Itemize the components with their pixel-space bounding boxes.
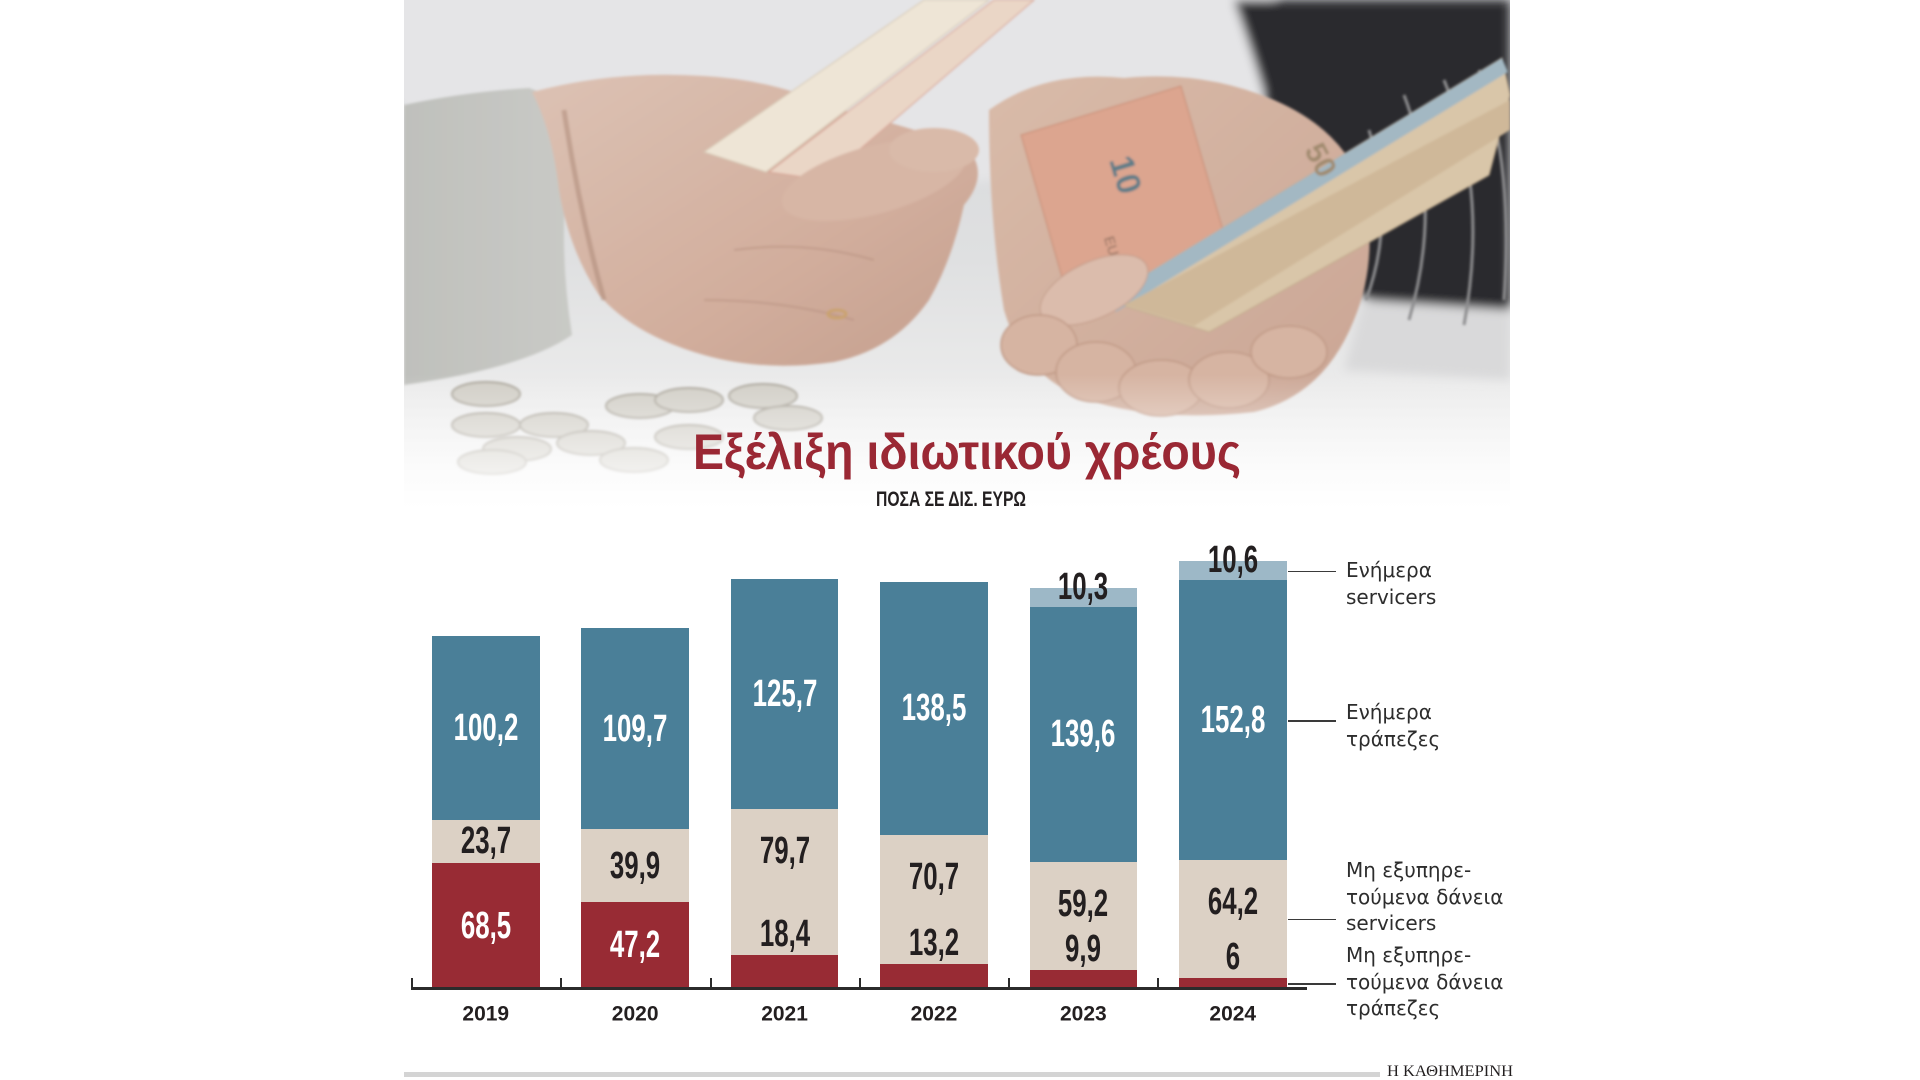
chart-subtitle: ΠΟΣΑ ΣΕ ΔΙΣ. ΕΥΡΩ: [876, 488, 1026, 511]
value-label-performing-banks: 109,7: [602, 707, 668, 750]
chart-title: Εξέλιξη ιδιωτικού χρέους: [693, 424, 1241, 480]
segment-npl-banks: [730, 954, 839, 989]
value-label-npl-servicers: 39,9: [609, 844, 661, 887]
value-label-performing-servicers: 10,6: [1207, 539, 1258, 581]
segment-performing-banks: [581, 628, 689, 830]
value-label-performing-banks: 100,2: [453, 707, 519, 750]
photo-fade: [404, 0, 1510, 520]
legend-line: τούμενα δάνεια: [1346, 884, 1504, 909]
segment-npl-banks: [581, 902, 689, 989]
legend-line: Ενήμερα: [1346, 558, 1432, 582]
segment-npl-banks: [880, 964, 988, 989]
axis-tick: [411, 978, 413, 989]
value-label-npl-banks: 68,5: [460, 904, 511, 947]
legend-line: Ενήμερα: [1346, 700, 1432, 724]
value-label-npl-servicers: 79,7: [759, 829, 810, 872]
x-tick-label: 2021: [761, 1002, 808, 1026]
axis-tick: [859, 978, 861, 989]
value-label-npl-servicers: 59,2: [1058, 883, 1109, 926]
value-label-npl-banks: 13,2: [908, 922, 960, 965]
x-tick-label: 2019: [462, 1002, 510, 1026]
segment-npl-servicers: [880, 834, 988, 965]
legend-leader-performing-servicers: [1288, 570, 1336, 573]
legend-performing-banks: Ενήμερα τράπεζες: [1346, 699, 1440, 752]
segment-npl-servicers: [581, 829, 689, 903]
x-tick-label: 2023: [1059, 1002, 1107, 1026]
segment-performing-banks: [1179, 580, 1287, 860]
x-tick-label: 2024: [1209, 1002, 1257, 1026]
bar-2022: 13,2 70,7 138,5 2022: [880, 581, 988, 1024]
bar-2020: 47,2 39,9 109,7 2020: [581, 628, 689, 1024]
legend-leader-performing-banks: [1288, 720, 1336, 722]
source-logo: Η ΚΑΘΗΜΕΡΙΝΗ: [1387, 1063, 1513, 1080]
axis-tick: [1157, 978, 1159, 989]
value-label-npl-servicers: 23,7: [460, 820, 511, 863]
photo-hands-counting-euros: 10 EURO 50: [404, 0, 1510, 520]
segment-npl-servicers: [432, 819, 540, 864]
axis-tick: [1008, 978, 1010, 989]
legend-line: Μη εξυπηρε-: [1346, 943, 1472, 967]
value-label-performing-servicers: 10,3: [1058, 565, 1109, 608]
x-tick-label: 2020: [611, 1002, 659, 1026]
value-label-performing-banks: 125,7: [752, 672, 817, 715]
segment-npl-servicers: [1179, 860, 1287, 978]
segment-npl-banks: [1029, 970, 1138, 989]
value-label-performing-banks: 138,5: [901, 687, 967, 730]
legend-leader-npl-banks: [1288, 983, 1336, 985]
legend-line: τούμενα δάνεια: [1346, 969, 1504, 994]
footer-rule: [404, 1072, 1380, 1077]
hero-photo: 10 EURO 50: [404, 0, 1510, 520]
legend-line: servicers: [1346, 584, 1437, 609]
axis-tick: [560, 978, 562, 989]
bar-2024: 6 64,2 152,8 10,6 2024: [1179, 541, 1287, 1024]
axis-tick: [710, 978, 712, 989]
value-label-npl-banks: 9,9: [1065, 928, 1102, 971]
chart-subtitle-container: ΠΟΣΑ ΣΕ ΔΙΣ. ΕΥΡΩ: [876, 489, 1077, 511]
x-tick-label: 2022: [910, 1002, 958, 1026]
value-label-npl-servicers: 64,2: [1207, 881, 1258, 924]
value-label-npl-banks: 6: [1225, 935, 1240, 978]
segment-npl-banks: [1179, 977, 1287, 989]
value-label-performing-banks: 139,6: [1051, 713, 1116, 756]
legend-line: τράπεζες: [1346, 996, 1441, 1020]
legend-performing-servicers: Ενήμερα servicers: [1346, 557, 1436, 610]
value-label-npl-banks: 18,4: [759, 912, 810, 955]
source-container: Η ΚΑΘΗΜΕΡΙΝΗ: [1387, 1063, 1513, 1080]
legend-npl-banks: Μη εξυπηρε- τούμενα δάνεια τράπεζες: [1346, 942, 1503, 1022]
chart-title-container: Εξέλιξη ιδιωτικού χρέους: [693, 427, 1282, 477]
legend-line: τράπεζες: [1346, 726, 1441, 751]
value-label-npl-banks: 47,2: [609, 924, 661, 967]
value-label-npl-servicers: 70,7: [908, 855, 960, 898]
legend-line: servicers: [1346, 911, 1437, 935]
bar-2023: 9,9 59,2 139,6 10,3 2023: [1029, 568, 1138, 1024]
segment-performing-banks: [1029, 606, 1138, 863]
segment-npl-banks: [432, 863, 540, 989]
segment-performing-banks: [730, 578, 839, 809]
legend-npl-servicers: Μη εξυπηρε- τούμενα δάνεια servicers: [1346, 857, 1503, 937]
segment-performing-servicers: [1029, 587, 1138, 607]
segment-performing-banks: [432, 636, 540, 820]
segment-npl-servicers: [730, 808, 839, 955]
value-label-performing-banks: 152,8: [1200, 699, 1266, 742]
segment-npl-servicers: [1029, 862, 1138, 971]
bar-2021: 18,4 79,7 125,7 2021: [730, 578, 839, 1024]
legend-line: Μη εξυπηρε-: [1346, 858, 1472, 882]
bar-2019: 68,5 23,7 100,2 2019: [432, 636, 540, 1024]
segment-performing-servicers: [1179, 561, 1287, 581]
legend-leader-npl-servicers: [1288, 918, 1336, 921]
segment-performing-banks: [880, 581, 988, 835]
